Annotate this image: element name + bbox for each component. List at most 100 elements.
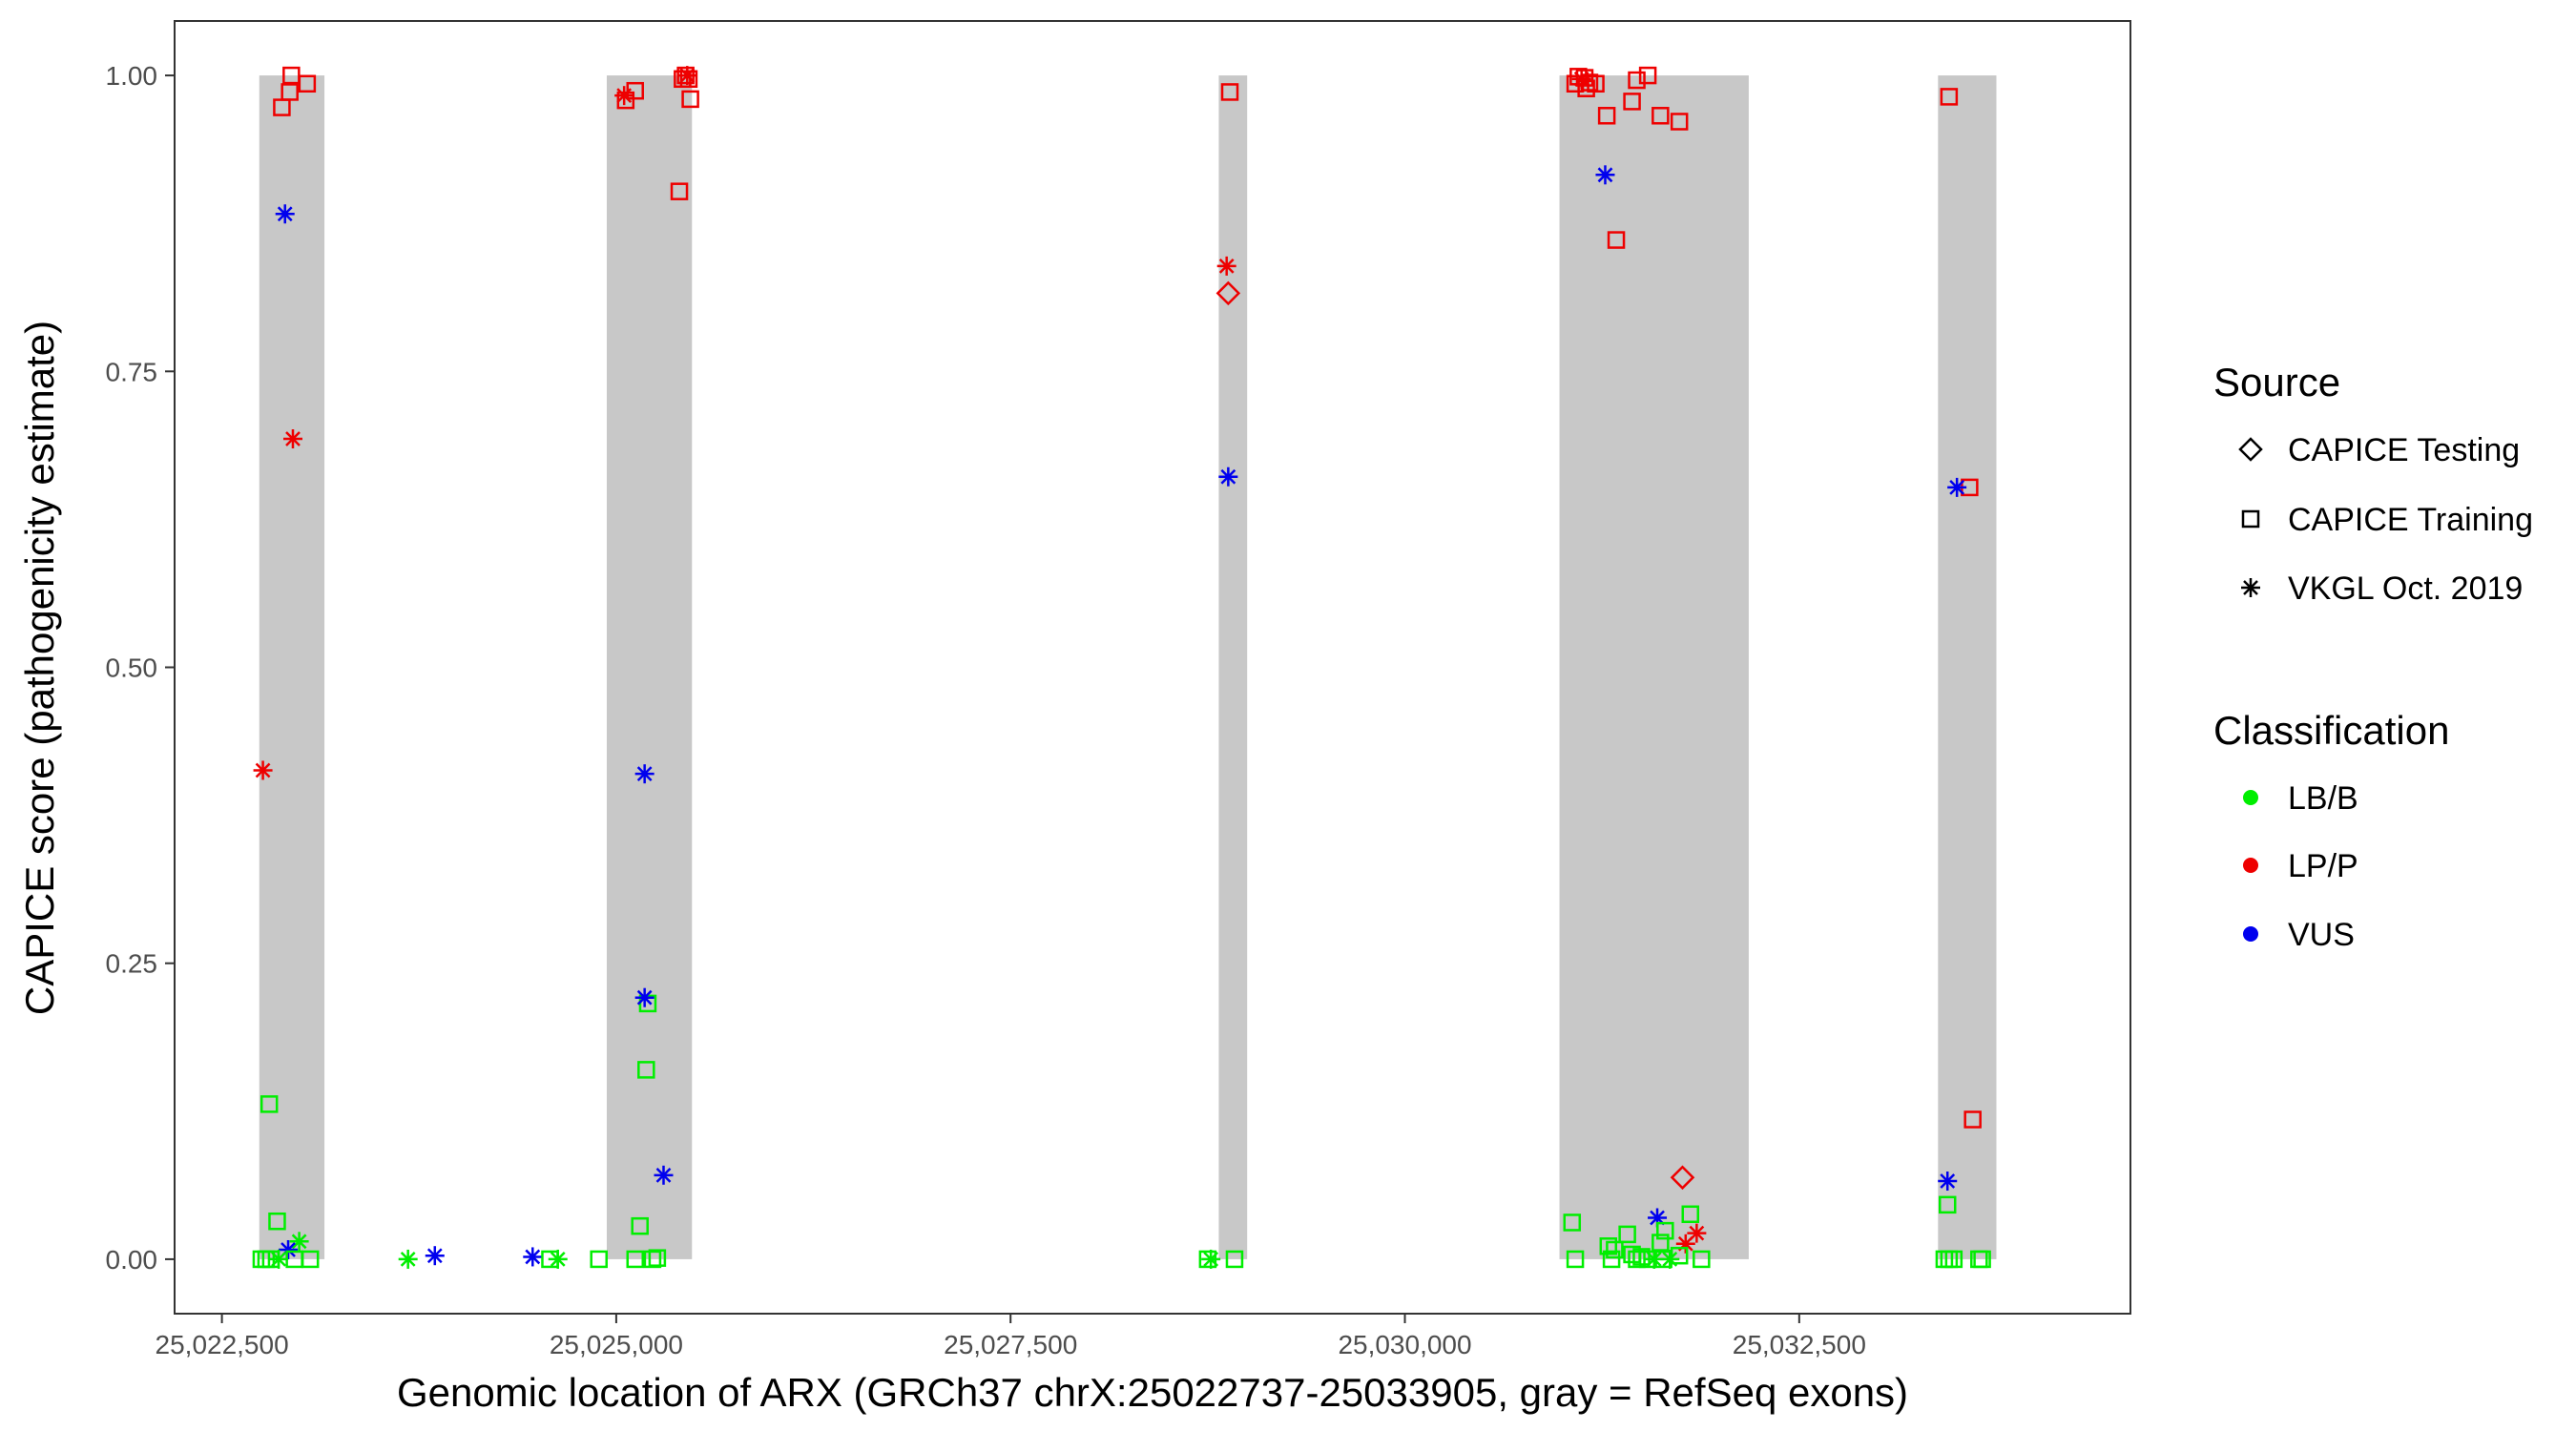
- data-point-76: [1602, 1250, 1621, 1269]
- legend-classification-title: Classification: [2213, 708, 2449, 753]
- data-point-73: [1606, 1240, 1624, 1259]
- legend-class-lbb-label: LB/B: [2288, 780, 2358, 817]
- data-point-71: [1656, 1221, 1674, 1240]
- data-point-33: [634, 764, 654, 784]
- data-point-3: [280, 83, 299, 101]
- data-point-53: [1577, 79, 1595, 97]
- data-point-42: [1216, 256, 1236, 276]
- data-point-68: [1675, 1234, 1695, 1254]
- y-axis-title: CAPICE score (pathogenicity estimate): [17, 321, 62, 1015]
- data-point-85: [1693, 1250, 1711, 1269]
- data-point-4: [298, 74, 317, 93]
- data-point-59: [1638, 66, 1657, 85]
- data-point-61: [1670, 113, 1689, 131]
- data-point-30: [679, 70, 698, 89]
- data-point-69: [1563, 1213, 1582, 1232]
- data-point-79: [1632, 1248, 1651, 1266]
- exon-band-4: [1559, 75, 1749, 1259]
- x-tick-label-4: 25,030,000: [1338, 1330, 1471, 1359]
- data-point-74: [1652, 1234, 1670, 1252]
- diamond-icon: [2238, 437, 2263, 462]
- data-point-89: [1963, 1110, 1982, 1129]
- data-point-91: [1938, 1195, 1957, 1214]
- y-tick-label-4: 0.75: [106, 357, 158, 386]
- data-point-90: [1938, 1172, 1958, 1192]
- data-point-62: [1607, 231, 1626, 249]
- data-point-25: [616, 91, 635, 110]
- data-point-7: [253, 760, 273, 780]
- exon-band-1: [259, 75, 325, 1259]
- legend-source-vkgl-label: VKGL Oct. 2019: [2288, 570, 2523, 607]
- data-point-72: [1599, 1237, 1618, 1255]
- legend-class-vus: VUS: [2243, 917, 2355, 953]
- data-point-78: [1628, 1250, 1646, 1269]
- legend-source-vkgl: VKGL Oct. 2019: [2241, 570, 2523, 607]
- axis-ticks: 25,022,500 25,025,000 25,027,500 25,030,000…: [106, 61, 1866, 1359]
- data-point-38: [631, 1216, 649, 1235]
- y-tick-label-5: 1.00: [106, 61, 158, 91]
- x-axis-title: Genomic location of ARX (GRCh37 chrX:250…: [397, 1370, 1908, 1415]
- data-point-35: [634, 987, 654, 1007]
- data-point-15: [269, 1249, 289, 1269]
- legend-source-title: Source: [2213, 360, 2340, 404]
- legend-source-training: CAPICE Training: [2241, 502, 2533, 538]
- data-point-47: [1201, 1249, 1221, 1269]
- square-icon: [2241, 509, 2260, 529]
- plot-panel-border: [174, 20, 2131, 1315]
- data-point-44: [1220, 83, 1239, 101]
- data-point-41: [648, 1249, 667, 1267]
- legend-class-lpp-label: LP/P: [2288, 848, 2358, 884]
- asterisk-icon: [2241, 578, 2260, 597]
- data-point-56: [1597, 107, 1616, 125]
- data-point-70: [1618, 1225, 1636, 1244]
- lbb-dot-icon: [2243, 790, 2258, 805]
- legend-class-vus-label: VUS: [2288, 917, 2355, 953]
- data-point-96: [1973, 1250, 1991, 1269]
- data-point-64: [1648, 1208, 1668, 1228]
- data-point-88: [1947, 477, 1967, 497]
- data-point-22: [548, 1249, 568, 1269]
- data-point-31: [681, 90, 699, 109]
- legend-source-testing: CAPICE Testing: [2238, 432, 2520, 468]
- exon-bands: [259, 75, 1997, 1259]
- exon-band-5: [1938, 75, 1997, 1259]
- y-tick-label-3: 0.50: [106, 653, 158, 683]
- data-point-23: [590, 1250, 608, 1269]
- x-tick-label-5: 25,032,500: [1733, 1330, 1866, 1359]
- data-point-75: [1566, 1250, 1585, 1269]
- data-point-86: [1940, 88, 1959, 106]
- data-point-58: [1628, 71, 1646, 90]
- exon-band-2: [606, 75, 693, 1259]
- data-point-19: [425, 1246, 445, 1266]
- data-point-94: [1944, 1250, 1963, 1269]
- data-point-37: [654, 1165, 674, 1185]
- legend-class-lpp: LP/P: [2243, 848, 2358, 884]
- x-tick-label-1: 25,022,500: [156, 1330, 289, 1359]
- data-point-5: [275, 204, 295, 224]
- y-tick-label-2: 0.25: [106, 949, 158, 979]
- vus-dot-icon: [2243, 926, 2258, 942]
- legend: Source CAPICE Testing CAPICE Training VK…: [2213, 360, 2533, 953]
- data-point-39: [626, 1250, 644, 1269]
- data-point-84: [1670, 1246, 1689, 1265]
- data-points: [252, 66, 1991, 1269]
- exon-band-3: [1218, 75, 1248, 1259]
- data-point-8: [260, 1095, 279, 1113]
- data-point-60: [1652, 107, 1670, 125]
- data-point-67: [1687, 1223, 1707, 1243]
- data-point-43: [1215, 280, 1241, 306]
- data-point-32: [670, 182, 689, 200]
- data-point-65: [1670, 1165, 1695, 1191]
- data-point-55: [1587, 74, 1605, 93]
- data-point-17: [301, 1250, 320, 1269]
- data-point-18: [398, 1249, 418, 1269]
- data-point-20: [523, 1247, 543, 1267]
- data-point-66: [1681, 1205, 1699, 1224]
- data-point-83: [1660, 1249, 1680, 1269]
- data-point-63: [1595, 165, 1615, 185]
- data-point-52: [1575, 69, 1594, 87]
- x-tick-label-2: 25,025,000: [550, 1330, 683, 1359]
- data-point-10: [289, 1232, 309, 1252]
- data-point-45: [1218, 467, 1238, 487]
